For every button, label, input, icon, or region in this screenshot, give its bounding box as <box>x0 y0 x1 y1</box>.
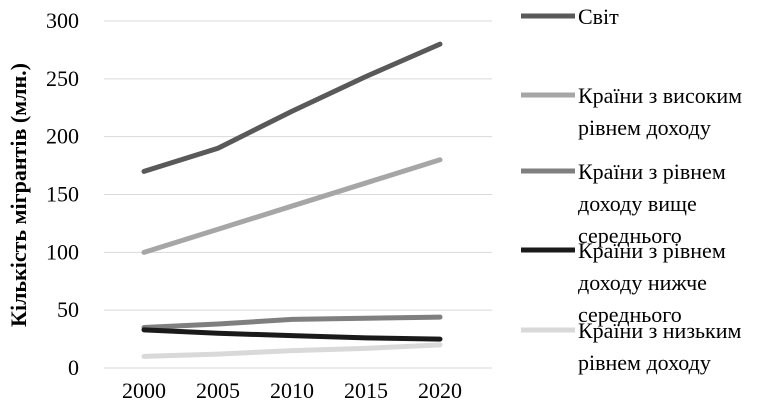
gridlines <box>104 20 492 369</box>
legend-label-3: Країни з рівнем доходу вище середнього <box>578 159 726 248</box>
x-tick-label: 2010 <box>270 378 314 403</box>
x-tick-label: 2005 <box>196 378 240 403</box>
y-axis-ticks: 0 50 100 150 200 250 300 <box>46 8 79 380</box>
y-tick-label: 100 <box>46 239 79 264</box>
series-line-2 <box>141 157 443 255</box>
series-line-5 <box>141 342 443 359</box>
legend-label-5: Країни з низьким рівнем доходу <box>578 318 742 375</box>
series-line-1 <box>141 41 443 174</box>
legend: Світ Країни з високим рівнем доходу Країни … <box>521 4 742 375</box>
y-tick-label: 50 <box>57 297 79 322</box>
legend-label-1: Світ <box>578 4 619 29</box>
series-line-3 <box>141 314 443 331</box>
x-tick-label: 2020 <box>418 378 462 403</box>
y-tick-label: 0 <box>68 355 79 380</box>
legend-label-2: Країни з високим рівнем доходу <box>578 83 742 140</box>
y-tick-label: 150 <box>46 182 79 207</box>
y-axis-label: Кількість мігрантів (млн.) <box>6 63 31 327</box>
series-line-4 <box>141 327 443 342</box>
legend-label-4: Країни з рівнем доходу нижче середнього <box>578 238 726 327</box>
x-tick-label: 2000 <box>122 378 166 403</box>
x-tick-label: 2015 <box>344 378 388 403</box>
series-lines <box>141 41 443 359</box>
y-tick-label: 250 <box>46 66 79 91</box>
y-tick-label: 300 <box>46 8 79 33</box>
x-axis-ticks: 2000 2005 2010 2015 2020 <box>122 378 462 403</box>
y-tick-label: 200 <box>46 124 79 149</box>
